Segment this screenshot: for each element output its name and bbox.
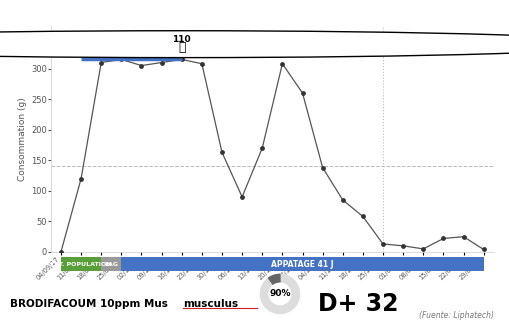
Point: [278, 61, 287, 66]
Point: [97, 60, 105, 65]
Point: [479, 247, 488, 252]
Point: [319, 165, 327, 170]
Point: [298, 90, 306, 96]
Point: [379, 241, 387, 246]
Text: 90%: 90%: [269, 289, 291, 298]
FancyBboxPatch shape: [101, 257, 121, 271]
Point: [117, 57, 125, 62]
Y-axis label: Consommation (g): Consommation (g): [18, 97, 26, 181]
Text: BRODIFACOUM 10ppm Mus: BRODIFACOUM 10ppm Mus: [10, 299, 172, 308]
Text: APPATAGE 41 J: APPATAGE 41 J: [271, 260, 334, 268]
FancyBboxPatch shape: [121, 257, 484, 271]
Text: LAG: LAG: [104, 262, 118, 266]
Text: D+ 32: D+ 32: [318, 292, 399, 316]
Point: [198, 61, 206, 66]
Wedge shape: [268, 274, 280, 284]
Point: [258, 145, 266, 151]
Text: EST. POPULATION: EST. POPULATION: [50, 262, 112, 266]
Text: musculus: musculus: [183, 299, 238, 308]
Point: [157, 60, 165, 65]
Text: 🐀: 🐀: [178, 41, 185, 54]
Point: [460, 234, 468, 239]
FancyBboxPatch shape: [61, 257, 101, 271]
Point: [77, 176, 85, 181]
Point: [399, 243, 407, 248]
Point: [57, 249, 65, 255]
Point: [178, 57, 186, 62]
Point: [419, 246, 428, 252]
Point: [218, 150, 226, 155]
Text: (Fuente: Liphatech): (Fuente: Liphatech): [419, 311, 494, 320]
Wedge shape: [261, 274, 299, 314]
Point: [137, 63, 146, 68]
Text: 110: 110: [173, 35, 191, 44]
Point: [238, 194, 246, 200]
Circle shape: [0, 31, 509, 57]
Point: [359, 214, 367, 219]
Point: [439, 236, 447, 241]
Point: [338, 197, 347, 203]
